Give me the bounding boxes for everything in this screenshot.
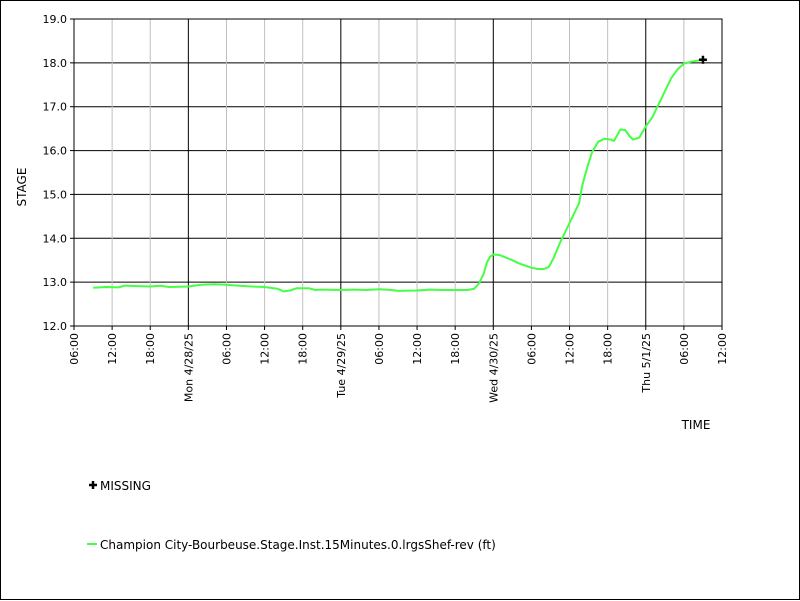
x-tick-label: 06:00	[220, 333, 233, 365]
series-line	[93, 58, 704, 293]
legend-series-entry: Champion City-Bourbeuse.Stage.Inst.15Min…	[87, 538, 496, 552]
legend-series-label: Champion City-Bourbeuse.Stage.Inst.15Min…	[100, 538, 496, 552]
legend: MISSING Champion City-Bourbeuse.Stage.In…	[87, 479, 496, 552]
plot-background	[74, 19, 722, 326]
x-axis-title: TIME	[681, 418, 711, 432]
x-tick-label: 12:00	[259, 333, 272, 365]
x-tick-label: 06:00	[68, 333, 81, 365]
x-tick-labels: 06:00 12:00 18:00 Mon 4/28/25 06:00 12:00 18:0…	[68, 333, 729, 403]
y-axis-title: STAGE	[15, 168, 29, 207]
y-tick-label: 12.0	[43, 320, 68, 333]
x-tick-label: 06:00	[678, 333, 691, 365]
y-tick-label: 15.0	[43, 188, 68, 201]
y-tick-label: 18.0	[43, 57, 68, 70]
x-tick-label: Thu 5/1/25	[640, 333, 653, 394]
data-series	[93, 55, 707, 293]
y-tick-labels: 12.0 13.0 14.0 15.0 16.0 17.0 18.0 19.0	[43, 13, 68, 333]
x-tick-label: 18:00	[297, 333, 310, 365]
x-tick-label: 18:00	[449, 333, 462, 365]
x-tick-label: 18:00	[144, 333, 157, 365]
x-tick-label: 12:00	[564, 333, 577, 365]
x-tick-label: 18:00	[602, 333, 615, 365]
x-tick-label: 12:00	[411, 333, 424, 365]
x-tick-label: Mon 4/28/25	[182, 333, 195, 402]
x-tick-label: 06:00	[525, 333, 538, 365]
y-tick-label: 14.0	[43, 232, 68, 245]
missing-point-marker	[698, 55, 707, 64]
x-tick-label: Wed 4/30/25	[487, 333, 500, 403]
x-tick-label: 06:00	[373, 333, 386, 365]
y-tick-label: 19.0	[43, 13, 68, 26]
legend-missing-label: MISSING	[100, 479, 151, 493]
x-tick-label: Tue 4/29/25	[335, 333, 348, 399]
y-tick-label: 13.0	[43, 276, 68, 289]
x-tick-label: 12:00	[716, 333, 729, 365]
y-tick-label: 16.0	[43, 145, 68, 158]
y-tick-label: 17.0	[43, 101, 68, 114]
legend-missing-entry: MISSING	[89, 479, 151, 493]
x-tick-label: 12:00	[106, 333, 119, 365]
plot-border	[73, 18, 723, 327]
missing-marker-icon	[89, 481, 97, 489]
